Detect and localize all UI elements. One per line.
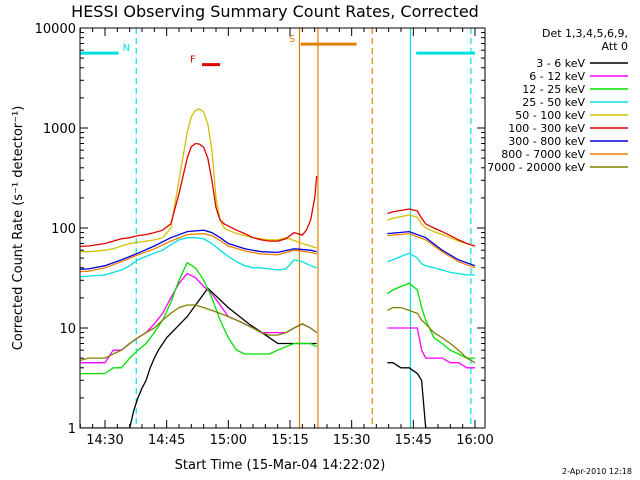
footer-timestamp: 2-Apr-2010 12:18 bbox=[562, 467, 632, 476]
series-line-0 bbox=[80, 287, 475, 428]
legend-label: 12 - 25 keV bbox=[522, 83, 585, 96]
x-axis-label: Start Time (15-Mar-04 14:22:02) bbox=[175, 458, 386, 473]
x-tick-label: 15:15 bbox=[271, 433, 308, 448]
flag-label: F bbox=[190, 55, 196, 66]
y-tick-label: 100 bbox=[51, 222, 76, 237]
series-line-4 bbox=[80, 108, 476, 253]
x-tick-label: 15:00 bbox=[210, 433, 247, 448]
legend-label: 25 - 50 keV bbox=[522, 96, 585, 109]
plot-area: NFS 14:30 14:45 15:00 15:15 15:30 15:45 16:00 … bbox=[35, 22, 494, 448]
chart-title: HESSI Observing Summary Count Rates, Cor… bbox=[71, 2, 479, 21]
series-line-8 bbox=[80, 304, 476, 364]
legend-label: 3 - 6 keV bbox=[536, 57, 585, 70]
y-axis-ticks: 1 10 100 1000 10000 bbox=[35, 22, 485, 437]
series-line-6 bbox=[80, 229, 476, 270]
flag-label: S bbox=[289, 34, 295, 45]
legend-label: 100 - 300 keV bbox=[508, 122, 585, 135]
x-axis-ticks: 14:30 14:45 15:00 15:15 15:30 15:45 16:00 bbox=[79, 28, 494, 448]
y-tick-label: 1 bbox=[68, 422, 76, 437]
flag-label: N bbox=[123, 43, 130, 54]
x-tick-label: 14:45 bbox=[148, 433, 185, 448]
x-tick-label: 16:00 bbox=[456, 433, 493, 448]
x-tick-label: 15:45 bbox=[395, 433, 432, 448]
series-line-3 bbox=[80, 237, 475, 278]
legend-title-line-1: Det 1,3,4,5,6,9, bbox=[542, 27, 628, 40]
plot-frame bbox=[79, 27, 486, 429]
y-tick-label: 1000 bbox=[43, 122, 76, 137]
series-line-1 bbox=[80, 272, 475, 369]
legend-label: 50 - 100 keV bbox=[515, 109, 585, 122]
x-tick-label: 15:30 bbox=[333, 433, 370, 448]
y-axis-label: Corrected Count Rate (s⁻¹ detector⁻¹) bbox=[11, 106, 26, 351]
series-line-7 bbox=[80, 232, 476, 273]
time-markers bbox=[135, 28, 472, 428]
series-line-5 bbox=[80, 142, 476, 248]
series-lines bbox=[80, 108, 476, 428]
y-tick-label: 10 bbox=[59, 322, 76, 337]
legend-label: 800 - 7000 keV bbox=[501, 148, 585, 161]
legend-title-line-2: Att 0 bbox=[602, 40, 628, 53]
x-tick-label: 14:30 bbox=[86, 433, 123, 448]
legend-label: 300 - 800 keV bbox=[508, 135, 585, 148]
legend-label: 7000 - 20000 keV bbox=[487, 161, 585, 174]
observing-flags: N F S bbox=[80, 34, 475, 67]
series-line-2 bbox=[80, 261, 475, 375]
legend-label: 6 - 12 keV bbox=[529, 70, 585, 83]
y-tick-label: 10000 bbox=[35, 22, 76, 37]
